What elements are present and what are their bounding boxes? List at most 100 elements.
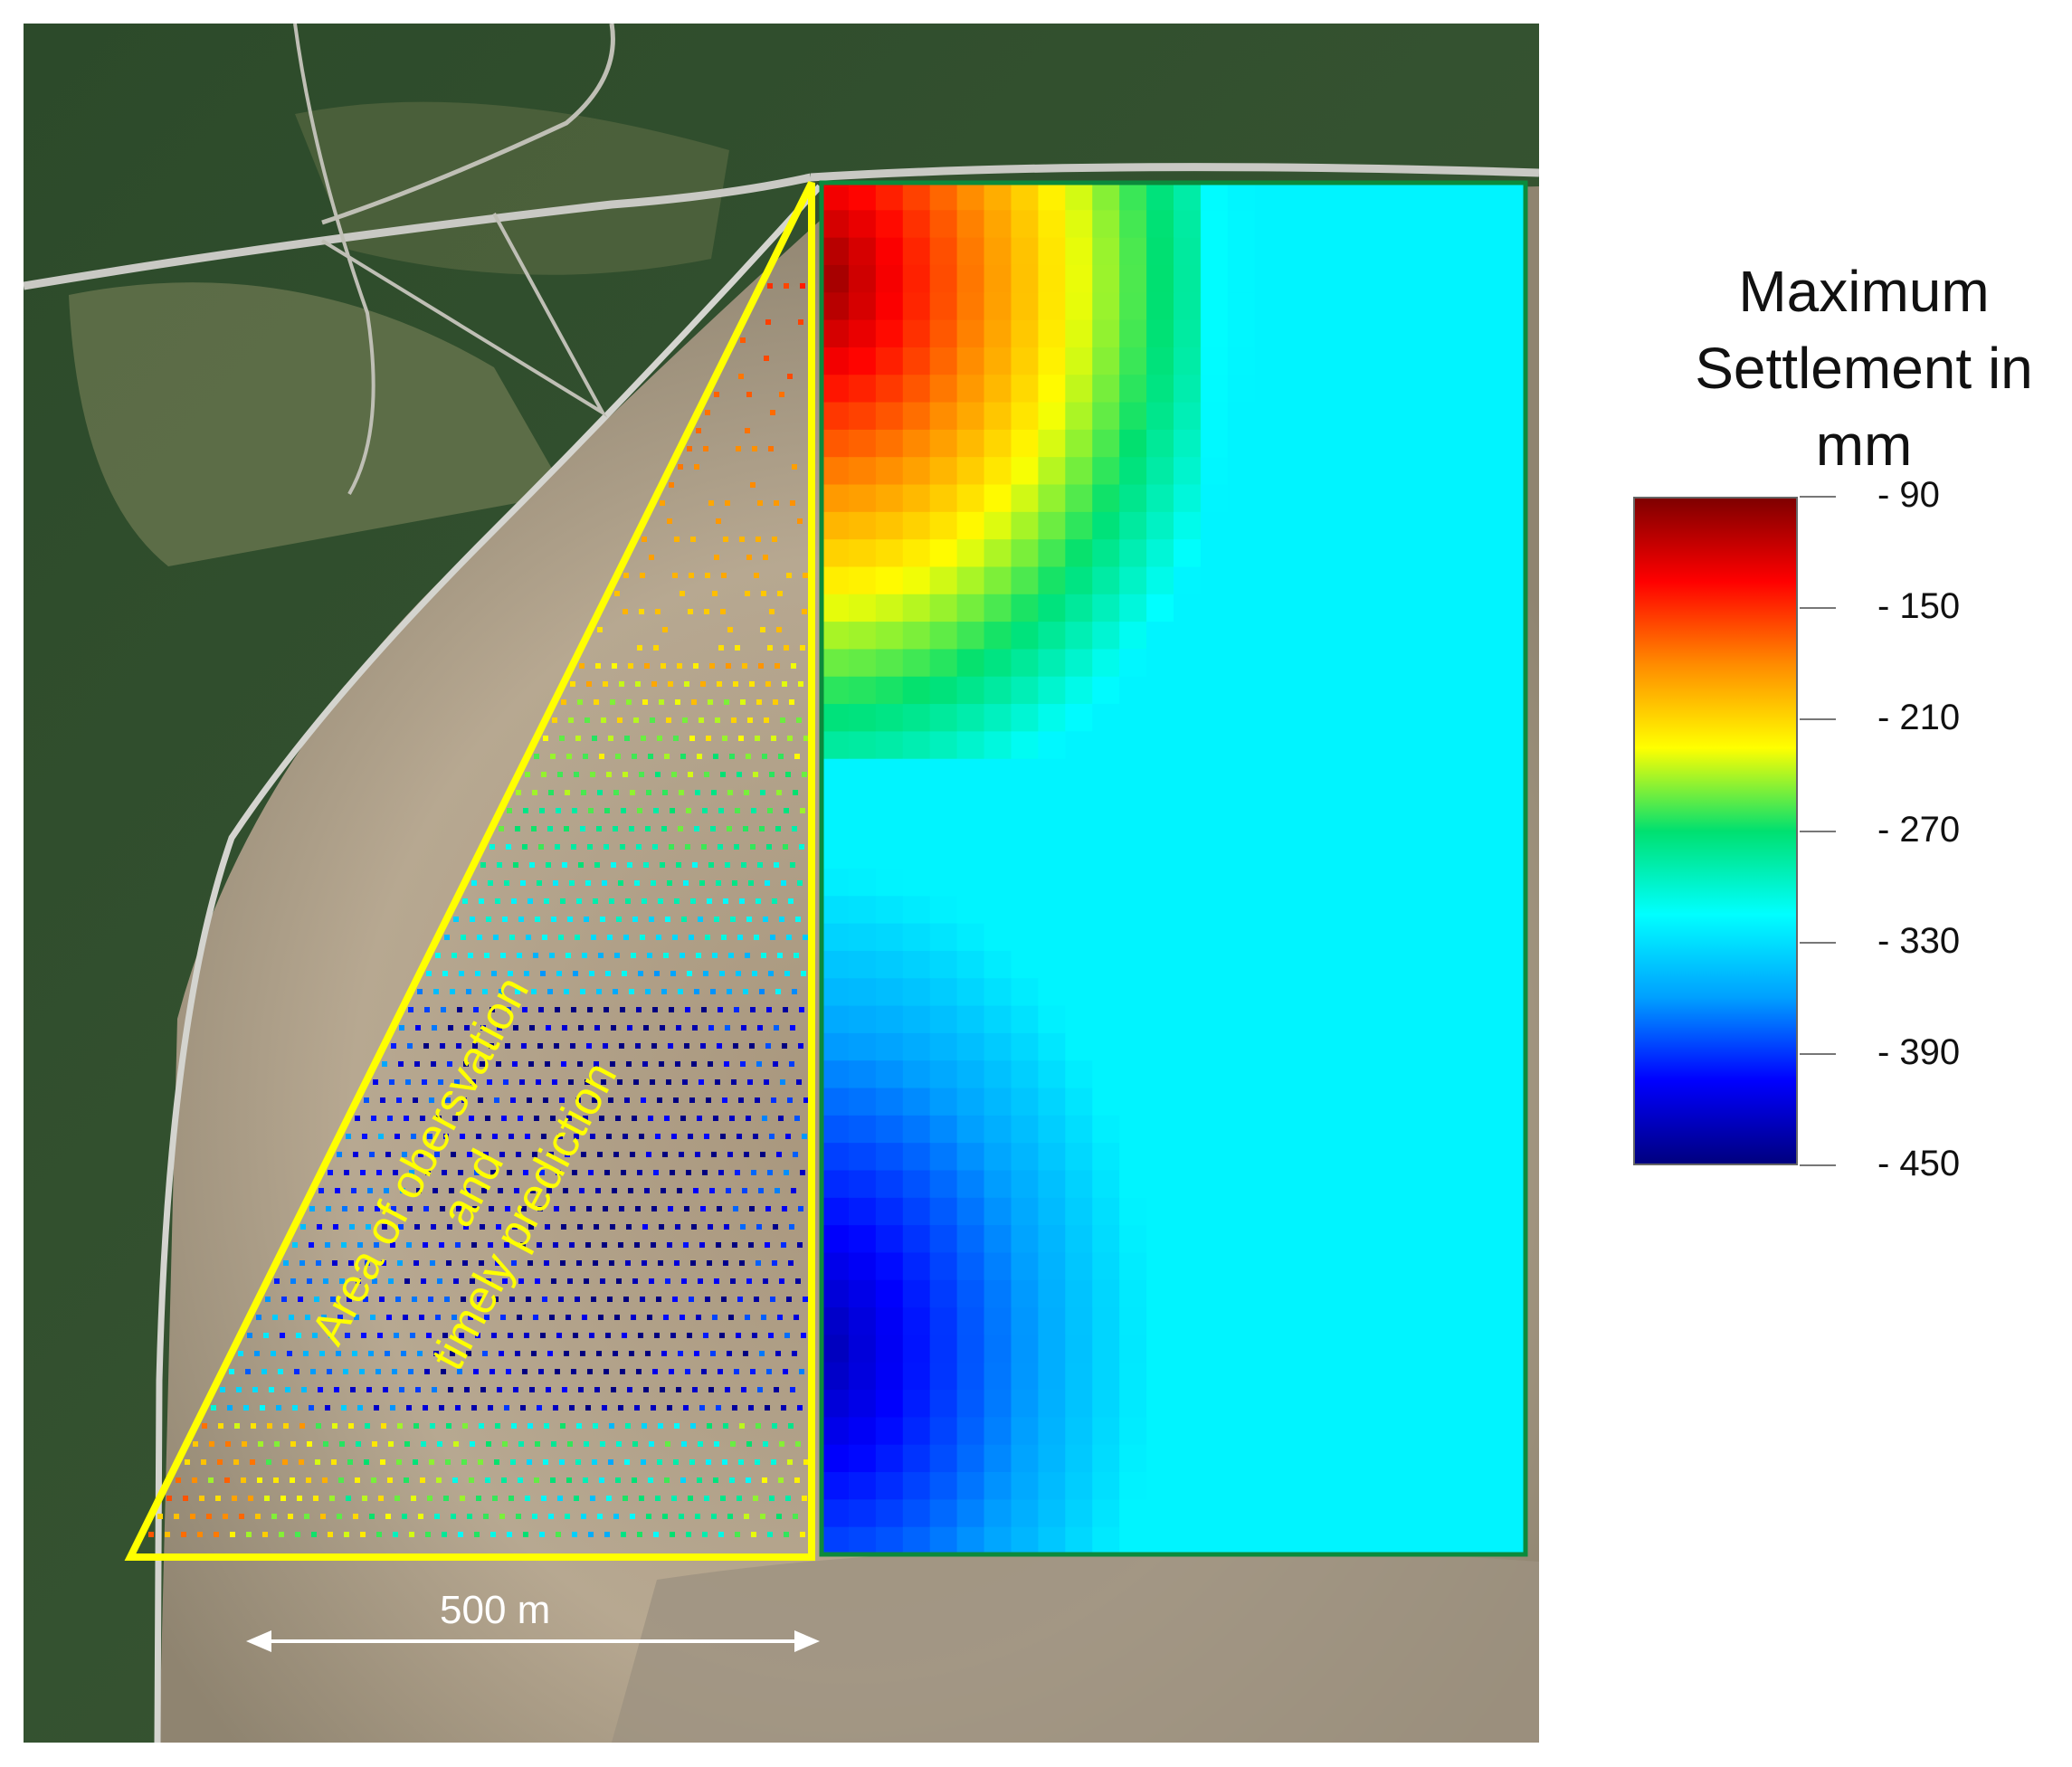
observation-point [627, 1025, 632, 1031]
observation-point [678, 826, 683, 831]
observation-point [743, 1351, 748, 1356]
raster-cell [1011, 1197, 1039, 1226]
raster-cell [1363, 1197, 1391, 1226]
raster-cell [1200, 319, 1229, 348]
observation-point [576, 1423, 582, 1429]
raster-cell [902, 649, 931, 678]
raster-cell [875, 429, 904, 458]
raster-cell [1254, 758, 1283, 787]
raster-cell [1335, 676, 1364, 705]
observation-point [790, 862, 795, 868]
observation-point [615, 754, 621, 759]
observation-point [348, 1260, 354, 1266]
raster-cell [1011, 896, 1039, 925]
raster-cell [1363, 649, 1391, 678]
observation-point [506, 1007, 511, 1012]
observation-point [672, 1297, 678, 1302]
raster-cell [1011, 622, 1039, 651]
raster-cell [1174, 1362, 1202, 1391]
raster-cell [1335, 896, 1364, 925]
observation-point [507, 1170, 512, 1175]
observation-point [486, 1441, 491, 1447]
raster-cell [1227, 1444, 1256, 1473]
raster-cell [1065, 566, 1093, 595]
observation-point [461, 1097, 467, 1103]
observation-point [691, 1061, 697, 1067]
raster-cell [956, 1362, 985, 1391]
raster-cell [929, 622, 958, 651]
raster-cell [984, 594, 1012, 622]
raster-cell [1417, 896, 1445, 925]
raster-cell [1146, 319, 1174, 348]
observation-point [551, 1278, 556, 1284]
observation-point [388, 1278, 394, 1284]
raster-cell [984, 319, 1012, 348]
raster-cell [1363, 1088, 1391, 1116]
raster-cell [1335, 1499, 1364, 1528]
observation-point [741, 1025, 746, 1031]
observation-point [680, 1477, 686, 1483]
observation-point [496, 1061, 501, 1067]
raster-cell [1471, 457, 1499, 486]
raster-cell [1498, 923, 1526, 952]
observation-point [342, 1206, 347, 1211]
raster-cell [1363, 786, 1391, 814]
observation-point [615, 1477, 621, 1483]
observation-point [374, 1405, 379, 1411]
observation-point [581, 1514, 586, 1519]
raster-cell [822, 676, 850, 705]
observation-point [794, 1116, 800, 1121]
observation-point [462, 898, 468, 904]
observation-point [784, 808, 789, 813]
observation-point [546, 1387, 551, 1392]
observation-point [492, 1134, 498, 1139]
raster-cell [1119, 1472, 1147, 1500]
raster-cell [1444, 264, 1472, 293]
raster-cell [1038, 841, 1066, 869]
observation-point [458, 1532, 463, 1537]
raster-cell [902, 210, 931, 239]
raster-cell [1254, 264, 1283, 293]
raster-cell [1011, 1005, 1039, 1034]
raster-cell [929, 1115, 958, 1144]
observation-point [544, 1423, 549, 1429]
raster-cell [1092, 1143, 1120, 1172]
raster-cell [1444, 1252, 1472, 1281]
observation-point [697, 754, 702, 759]
raster-cell [1065, 429, 1093, 458]
raster-cell [1146, 704, 1174, 732]
observation-point [736, 446, 741, 451]
observation-point [655, 1134, 661, 1139]
observation-point [789, 1061, 794, 1067]
raster-cell [1227, 758, 1256, 787]
raster-cell [1254, 1390, 1283, 1418]
raster-cell [1417, 1225, 1445, 1254]
observation-point [535, 1441, 540, 1447]
raster-cell [1038, 950, 1066, 979]
observation-point [354, 1315, 359, 1320]
observation-point [792, 464, 797, 470]
observation-point [466, 989, 471, 994]
raster-cell [1363, 292, 1391, 321]
observation-point [711, 1514, 717, 1519]
observation-point [593, 1423, 598, 1429]
observation-point [330, 1297, 336, 1302]
observation-point [639, 1496, 644, 1501]
observation-point [584, 1441, 589, 1447]
raster-cell [1119, 319, 1147, 348]
observation-point [676, 1025, 681, 1031]
scale-bar [246, 1630, 820, 1652]
raster-cell [1417, 1252, 1445, 1281]
observation-point [758, 1188, 764, 1193]
observation-point [360, 1532, 366, 1537]
observation-point [598, 1315, 604, 1320]
observation-point [217, 1459, 223, 1465]
observation-point [772, 537, 777, 542]
observation-point [765, 1043, 771, 1049]
observation-point [421, 1441, 426, 1447]
raster-cell [875, 264, 904, 293]
raster-cell [875, 950, 904, 979]
raster-cell [1498, 237, 1526, 266]
observation-point [703, 971, 708, 976]
observation-point [577, 699, 583, 705]
